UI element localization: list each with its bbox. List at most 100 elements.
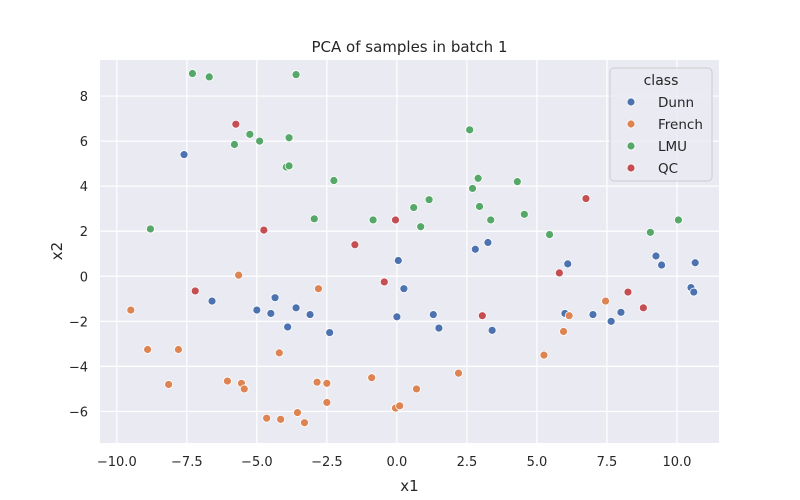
data-point-lmu bbox=[473, 173, 483, 183]
data-point-lmu bbox=[416, 222, 426, 232]
data-point-lmu bbox=[329, 176, 339, 185]
data-point-french bbox=[601, 296, 610, 306]
data-point-french bbox=[164, 380, 174, 389]
data-point-lmu bbox=[204, 72, 214, 82]
data-point-french bbox=[564, 311, 574, 321]
data-point-french bbox=[314, 284, 323, 294]
data-point-lmu bbox=[519, 209, 529, 219]
data-point-lmu bbox=[284, 161, 294, 171]
data-points bbox=[126, 69, 700, 428]
x-tick-label: −5.0 bbox=[241, 455, 273, 470]
data-point-french bbox=[239, 384, 249, 394]
series-lmu bbox=[146, 69, 683, 240]
x-tick-label: 5.0 bbox=[527, 455, 548, 470]
data-point-dunn bbox=[266, 309, 276, 318]
data-point-dunn bbox=[393, 256, 403, 265]
y-tick-label: 6 bbox=[80, 135, 88, 150]
legend-label-dunn: Dunn bbox=[658, 95, 694, 111]
x-tick-label: 0.0 bbox=[387, 455, 408, 470]
data-point-lmu bbox=[465, 125, 475, 135]
data-point-dunn bbox=[487, 325, 497, 335]
data-point-dunn bbox=[588, 310, 598, 319]
data-point-qc bbox=[391, 215, 400, 225]
x-tick-label: −2.5 bbox=[311, 455, 343, 470]
data-point-qc bbox=[259, 225, 269, 235]
data-point-french bbox=[262, 413, 272, 423]
data-point-french bbox=[143, 345, 153, 354]
data-point-dunn bbox=[616, 307, 626, 317]
data-point-dunn bbox=[305, 310, 315, 319]
data-point-dunn bbox=[270, 293, 280, 303]
y-tick-label: 8 bbox=[80, 90, 88, 105]
data-point-french bbox=[276, 414, 286, 424]
data-point-french bbox=[412, 384, 421, 394]
data-point-french bbox=[300, 418, 309, 428]
legend-marker-dunn bbox=[626, 97, 636, 107]
legend-title: class bbox=[644, 73, 679, 89]
data-point-dunn bbox=[563, 259, 573, 269]
y-tick-label: −6 bbox=[69, 405, 88, 420]
data-point-dunn bbox=[283, 322, 293, 332]
data-point-lmu bbox=[468, 184, 477, 193]
y-tick-labels: −6 −4 −2 0 2 4 6 8 bbox=[69, 90, 88, 420]
series-french bbox=[126, 270, 610, 428]
x-tick-label: 10.0 bbox=[663, 455, 692, 470]
x-axis-label: x1 bbox=[400, 477, 418, 495]
x-tick-labels: −10.0 −7.5 −5.0 −2.5 0.0 2.5 5.0 7.5 10.0 bbox=[97, 455, 692, 470]
data-point-lmu bbox=[368, 215, 378, 225]
data-point-french bbox=[559, 327, 568, 336]
data-point-french bbox=[126, 305, 136, 315]
data-point-qc bbox=[477, 311, 487, 321]
data-point-french bbox=[293, 408, 302, 417]
data-point-lmu bbox=[475, 202, 484, 211]
legend-box bbox=[609, 67, 713, 182]
data-point-french bbox=[322, 398, 332, 407]
data-point-lmu bbox=[255, 136, 265, 146]
data-point-dunn bbox=[657, 260, 666, 270]
data-point-qc bbox=[231, 119, 241, 129]
data-point-lmu bbox=[291, 70, 301, 80]
legend-marker-qc bbox=[626, 163, 636, 173]
data-point-qc bbox=[554, 268, 564, 278]
data-point-dunn bbox=[470, 244, 480, 254]
data-point-french bbox=[395, 401, 405, 411]
data-point-dunn bbox=[434, 323, 444, 333]
data-point-dunn bbox=[428, 310, 438, 319]
data-point-lmu bbox=[424, 195, 434, 205]
chart-title: PCA of samples in batch 1 bbox=[312, 38, 508, 56]
data-point-lmu bbox=[146, 224, 155, 234]
data-point-dunn bbox=[483, 238, 493, 247]
data-point-dunn bbox=[690, 258, 700, 268]
data-point-french bbox=[174, 345, 183, 354]
data-point-qc bbox=[581, 194, 591, 203]
y-tick-label: −4 bbox=[69, 360, 88, 375]
legend-label-qc: QC bbox=[658, 161, 678, 177]
data-point-dunn bbox=[252, 305, 262, 315]
data-point-qc bbox=[623, 287, 633, 297]
y-tick-label: 0 bbox=[80, 270, 88, 285]
data-point-dunn bbox=[207, 296, 217, 306]
data-point-dunn bbox=[392, 312, 402, 322]
data-point-dunn bbox=[179, 150, 189, 160]
data-point-lmu bbox=[645, 227, 655, 237]
legend-label-french: French bbox=[658, 117, 703, 133]
data-point-french bbox=[234, 270, 244, 280]
data-point-lmu bbox=[512, 177, 522, 187]
data-point-dunn bbox=[651, 251, 661, 261]
data-point-dunn bbox=[399, 284, 409, 294]
data-point-dunn bbox=[291, 303, 301, 313]
legend-marker-french bbox=[626, 119, 636, 129]
x-tick-label: 7.5 bbox=[597, 455, 618, 470]
data-point-lmu bbox=[486, 215, 496, 225]
legend-marker-lmu bbox=[626, 141, 636, 151]
y-tick-label: −2 bbox=[69, 315, 88, 330]
data-point-french bbox=[367, 373, 377, 383]
data-point-lmu bbox=[673, 215, 683, 225]
x-tick-label: −7.5 bbox=[171, 455, 203, 470]
data-point-lmu bbox=[245, 129, 255, 139]
x-tick-label: 2.5 bbox=[457, 455, 478, 470]
data-point-dunn bbox=[325, 328, 335, 338]
x-tick-label: −10.0 bbox=[97, 455, 137, 470]
data-point-lmu bbox=[188, 69, 197, 78]
data-point-french bbox=[274, 348, 284, 358]
